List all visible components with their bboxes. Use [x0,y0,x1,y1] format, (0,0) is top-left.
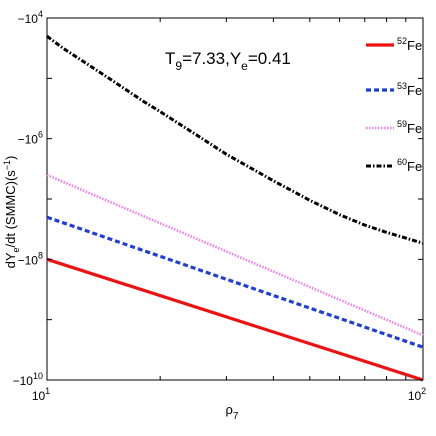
legend-label-fe60: 60Fe [397,157,422,174]
legend-mass: 60 [397,157,407,167]
y-axis-label-d: −1 [2,160,12,170]
y-tick-label: −108 [18,250,43,267]
legend-label-fe52: 52Fe [397,36,422,53]
series-line-fe52 [46,257,424,382]
y-tick-base: −10 [18,253,39,267]
y-tick-exp: 4 [38,9,43,19]
y-tick-base: −10 [13,374,34,388]
ye-symbol: Y [230,49,241,68]
series-layer [46,35,424,382]
y-tick-base: −10 [18,12,39,26]
legend-mass: 52 [397,36,407,46]
x-tick-label: 101 [32,386,50,403]
x-tick-exp: 1 [45,386,50,396]
y-tick-label: −1010 [13,371,43,388]
x-tick-exp: 2 [421,386,426,396]
legend-element: Fe [407,159,422,174]
y-tick-exp: 8 [38,250,43,260]
ye-subscript: e [241,59,248,73]
legend-mass: 53 [397,81,407,91]
y-axis-label-a: dY [3,252,18,268]
y-axis-label-b: e [11,247,21,252]
legend-mass: 59 [397,119,407,129]
series-line-fe60 [46,35,424,245]
y-axis-label-c: /dt (SMMC)(s [3,170,18,248]
y-axis-label: dYe/dt (SMMC)(s−1) [2,156,21,269]
ye-value: =0.41 [248,49,291,68]
y-tick-label: −104 [18,9,43,26]
y-tick-exp: 10 [33,371,43,381]
x-axis-label: ρ7 [226,402,239,422]
legend-element: Fe [407,121,422,136]
y-axis-label-e: ) [3,156,18,160]
y-tick-base: −10 [18,133,39,147]
x-tick-base: 10 [32,389,46,403]
x-tick-base: 10 [408,389,422,403]
legend-element: Fe [407,38,422,53]
temperature-value: =7.33, [182,49,230,68]
conditions-annotation: T9=7.33,Ye=0.41 [165,49,291,73]
legend-element: Fe [407,83,422,98]
x-axis-label-main: ρ [226,402,233,417]
x-tick-label: 102 [408,386,426,403]
y-tick-label: −106 [18,130,43,147]
legend-label-fe53: 53Fe [397,81,422,98]
temperature-symbol: T [165,49,175,68]
legend-label-fe59: 59Fe [397,119,422,136]
x-axis-label-sub: 7 [233,411,239,422]
tick-layer: 101 102−104−106−108−1010 [13,9,427,403]
series-line-fe53 [46,215,424,349]
series-line-fe59 [46,173,424,337]
y-tick-exp: 6 [38,130,43,140]
temperature-subscript: 9 [175,59,182,73]
